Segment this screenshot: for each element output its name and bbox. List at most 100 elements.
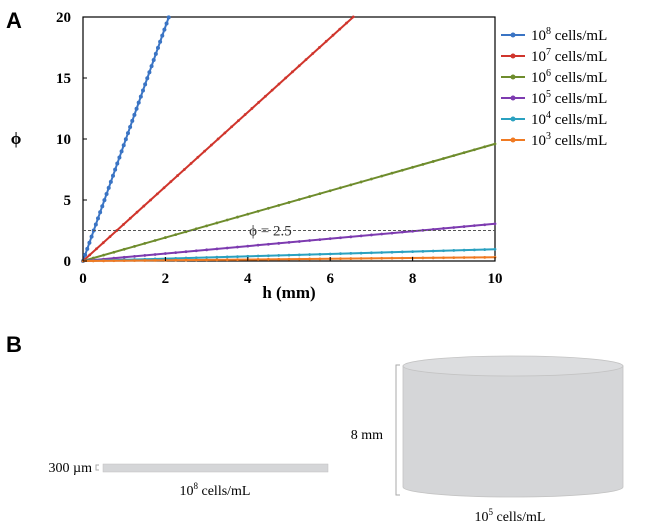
y-tick-label: 20 [56, 10, 71, 26]
series-point [205, 258, 209, 262]
series-point [130, 118, 135, 123]
series-point [108, 235, 112, 238]
series-point [390, 250, 394, 254]
series-point [194, 249, 198, 253]
thin-sample-height-label: 300 µm [49, 461, 93, 476]
legend-label: 105 cells/mL [531, 89, 607, 107]
series-point [184, 258, 188, 262]
series-point [110, 173, 115, 178]
legend-label: 107 cells/mL [531, 47, 607, 65]
series-point [102, 198, 107, 203]
series-point [421, 162, 425, 166]
series-point [230, 125, 234, 129]
series-point [176, 174, 179, 177]
series-point [256, 243, 260, 247]
series-point [164, 252, 167, 255]
series-point [162, 27, 167, 32]
series-point [153, 258, 157, 262]
series-point [267, 257, 270, 261]
series-point [431, 256, 435, 260]
series-point [297, 253, 301, 257]
series-point [287, 240, 291, 244]
legend-swatch-marker [510, 116, 516, 122]
series-point [174, 251, 178, 255]
series-point [246, 254, 250, 258]
series-point [133, 244, 136, 248]
series-point [160, 33, 165, 38]
series-point [215, 258, 219, 262]
series-point [113, 167, 118, 172]
series-point [184, 256, 188, 260]
phi-threshold-label: ϕ = 2.5 [249, 224, 292, 240]
series-point [149, 198, 152, 202]
series-point [215, 255, 219, 259]
series-point [318, 192, 322, 196]
series-point [117, 155, 122, 160]
series-point [155, 45, 160, 50]
series-point [324, 39, 328, 43]
series-point [267, 254, 270, 258]
series-point [243, 113, 247, 116]
series-point [250, 107, 254, 110]
series-point [359, 180, 363, 184]
series-point [143, 254, 147, 257]
series-point [155, 192, 159, 196]
series-point [473, 148, 476, 152]
series-point [138, 94, 143, 99]
series-point [297, 240, 301, 243]
series-point [106, 185, 111, 190]
legend-swatch-marker [510, 53, 516, 59]
panel-b-label: B [6, 332, 22, 357]
series-point [380, 251, 384, 254]
series-point [115, 161, 120, 166]
legend-swatch-marker [510, 32, 516, 38]
series-point [153, 51, 158, 56]
series-point [297, 198, 301, 201]
y-axis-ticks: 0 5 10 15 20 [56, 10, 87, 270]
legend-entry-3: 103 cells/mL [501, 131, 607, 149]
series-point [411, 165, 414, 169]
x-tick-label: 4 [244, 271, 252, 287]
thin-caption-base: 10 [180, 484, 194, 499]
series-point [256, 254, 260, 258]
legend: 108 cells/mL 107 cells/mL 106 cells/mL 105 … [501, 26, 607, 149]
x-tick-label: 2 [162, 271, 170, 287]
series-point [284, 76, 288, 80]
y-axis-title: ϕ [11, 129, 22, 148]
series-point [203, 149, 207, 153]
legend-entry-6: 106 cells/mL [501, 68, 607, 86]
y-tick-label: 15 [56, 71, 71, 87]
series-point [359, 234, 363, 238]
series-point [270, 88, 274, 92]
series-point [91, 259, 95, 263]
series-point [473, 248, 476, 252]
series-point [225, 218, 229, 222]
series-point [462, 248, 466, 252]
series-point [223, 131, 227, 135]
series-point [349, 235, 353, 239]
series-point [147, 70, 152, 75]
x-tick-label: 0 [79, 271, 87, 287]
series-point [112, 250, 116, 254]
series-point [125, 131, 130, 136]
x-tick-label: 8 [409, 271, 417, 287]
series-point [101, 241, 105, 245]
series-point [291, 70, 294, 74]
series-point [483, 145, 487, 149]
series-point [318, 257, 322, 261]
series-point [287, 257, 291, 261]
thin-sample-caption: 108 cells/mL [180, 481, 251, 499]
series-point [370, 177, 373, 181]
x-axis-title: h (mm) [262, 283, 315, 302]
series-point [390, 231, 394, 235]
series-point [189, 161, 193, 165]
cylinder-top [402, 355, 624, 377]
series-point [339, 252, 342, 256]
series-point [462, 225, 466, 228]
series-point [421, 228, 425, 232]
series-point [133, 259, 136, 262]
series-8 [81, 15, 171, 263]
series-point [370, 233, 373, 237]
legend-swatch-marker [510, 95, 516, 101]
series-point [304, 58, 308, 62]
